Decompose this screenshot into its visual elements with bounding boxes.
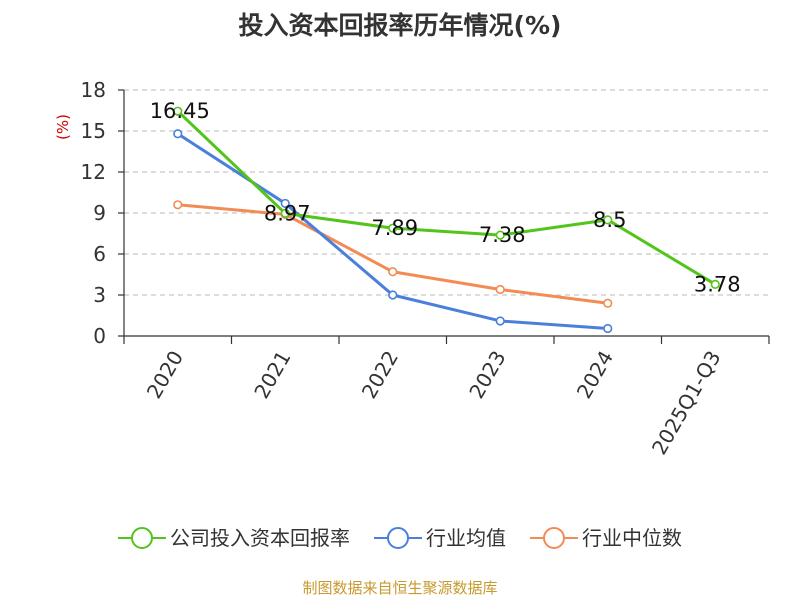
legend-item: 行业均值 bbox=[374, 526, 506, 550]
data-point bbox=[388, 267, 398, 277]
legend-label: 行业均值 bbox=[426, 526, 506, 550]
y-axis-label: (%) bbox=[54, 114, 72, 140]
data-point bbox=[495, 284, 505, 295]
y-tick-label: 18 bbox=[81, 78, 106, 102]
data-point bbox=[280, 208, 290, 219]
chart-title: 投入资本回报率历年情况(%) bbox=[238, 11, 562, 40]
legend-label: 行业中位数 bbox=[582, 526, 682, 550]
data-point bbox=[388, 290, 398, 300]
legend-label: 公司投入资本回报率 bbox=[170, 526, 350, 550]
data-point bbox=[710, 279, 720, 289]
data-point bbox=[495, 316, 505, 326]
x-tick-label: 2025Q1-Q3 bbox=[647, 347, 726, 459]
data-label: 7.89 bbox=[371, 216, 418, 240]
source-note: 制图数据来自恒生聚源数据库 bbox=[302, 579, 498, 597]
legend-item: 公司投入资本回报率 bbox=[118, 526, 350, 550]
x-tick-label: 2022 bbox=[357, 347, 403, 403]
legend-item: 行业中位数 bbox=[530, 526, 682, 550]
y-tick-label: 6 bbox=[93, 242, 106, 266]
y-tick-label: 3 bbox=[93, 283, 106, 307]
x-tick-label: 2024 bbox=[572, 347, 618, 403]
y-tick-label: 15 bbox=[81, 119, 106, 143]
data-point bbox=[603, 323, 613, 334]
y-tick-label: 0 bbox=[93, 324, 106, 348]
data-label: 8.97 bbox=[264, 201, 311, 225]
data-label: 8.5 bbox=[593, 208, 626, 232]
data-point bbox=[603, 215, 613, 225]
data-point bbox=[280, 198, 290, 209]
legend-circle-icon bbox=[543, 527, 565, 549]
x-tick-label: 2020 bbox=[142, 347, 188, 403]
data-label: 7.38 bbox=[479, 223, 526, 247]
y-tick-label: 9 bbox=[93, 201, 106, 225]
data-point bbox=[173, 106, 183, 116]
data-label: 3.78 bbox=[694, 272, 741, 296]
legend-circle-icon bbox=[131, 527, 153, 549]
data-point bbox=[495, 230, 505, 240]
x-tick-label: 2021 bbox=[249, 347, 295, 403]
data-label: 16.45 bbox=[150, 99, 210, 123]
legend-circle-icon bbox=[387, 527, 409, 549]
data-point bbox=[173, 129, 183, 139]
data-point bbox=[173, 200, 183, 210]
x-tick-label: 2023 bbox=[464, 347, 510, 403]
data-point bbox=[603, 298, 613, 308]
data-point bbox=[388, 223, 398, 233]
y-tick-label: 12 bbox=[81, 160, 106, 184]
series-line bbox=[176, 109, 717, 286]
